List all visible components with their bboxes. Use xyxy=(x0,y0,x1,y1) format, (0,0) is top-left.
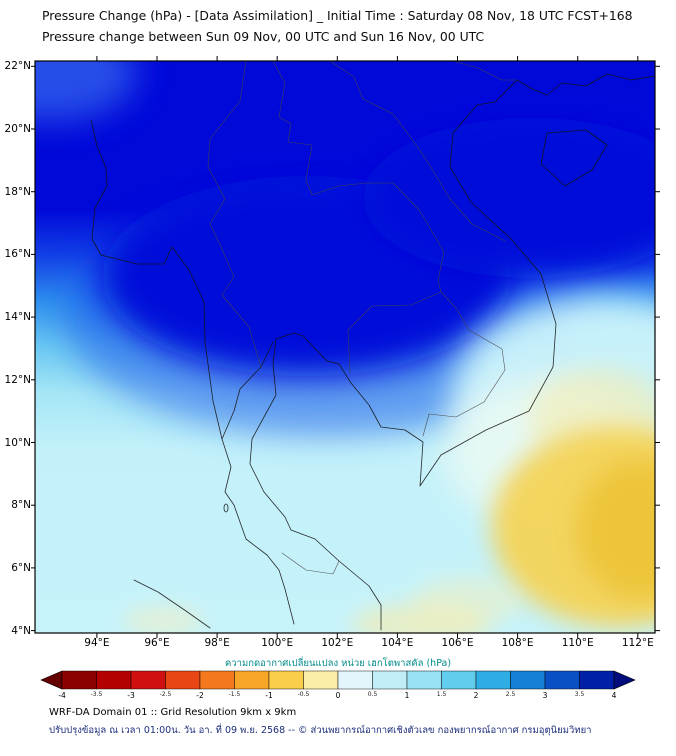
coastline-west-peninsula xyxy=(221,341,295,625)
coastline-sumatra xyxy=(133,579,211,629)
colorbar-segment xyxy=(234,670,270,690)
colorbar-segment xyxy=(441,670,477,690)
colorbar-segment xyxy=(61,670,97,690)
x-axis-tick-label: 94°E xyxy=(84,637,110,649)
colorbar-tick-labels: -4 -3.5 -3 -2.5 -2 -1.5 -1 -0.5 0 0.5 1 1.5 2 2.5 3 3.5… xyxy=(38,691,638,703)
colorbar-segment xyxy=(510,670,546,690)
x-axis-tick-label: 98°E xyxy=(204,637,230,649)
x-axis-tick-label: 100°E xyxy=(261,637,294,649)
colorbar-tick-label: 1.5 xyxy=(436,691,447,698)
pressure-field xyxy=(35,61,655,633)
y-axis-tick-label: 16°N xyxy=(4,248,31,261)
colorbar-segment xyxy=(96,670,132,690)
colorbar-tick-label: -2.5 xyxy=(159,691,172,698)
page-title: Pressure Change (hPa) - [Data Assimilati… xyxy=(42,8,633,23)
x-axis-tick-label: 108°E xyxy=(501,637,534,649)
coastline-myanmar xyxy=(90,119,223,440)
border-thailand-laos xyxy=(278,116,445,293)
border-myanmar-thailand xyxy=(207,138,262,368)
colorbar-segment xyxy=(372,670,408,690)
colorbar-tick-label: 4 xyxy=(611,691,617,700)
colorbar-segment xyxy=(130,670,166,690)
x-axis-tick-label: 112°E xyxy=(621,637,654,649)
colorbar-tick-label: 3 xyxy=(542,691,548,700)
x-axis-tick-label: 110°E xyxy=(561,637,594,649)
y-axis-tick-label: 10°N xyxy=(4,436,31,449)
border-china-laos xyxy=(272,61,286,118)
colorbar-tick-label: -1 xyxy=(265,691,273,700)
colorbar-left-arrow xyxy=(40,670,63,690)
colorbar-tick-label: 2 xyxy=(473,691,479,700)
coastlines xyxy=(90,73,655,631)
country-borders xyxy=(207,61,518,575)
plot-border xyxy=(34,60,656,634)
border-china-myanmar xyxy=(209,61,247,140)
phuket-island xyxy=(223,503,229,513)
colorbar-tick-label: 3.5 xyxy=(574,691,585,698)
colorbar-segment xyxy=(303,670,339,690)
colorbar-segment xyxy=(406,670,442,690)
pale-yellow-patch-southwest xyxy=(123,607,203,633)
colorbar-segment xyxy=(268,670,304,690)
y-axis-tick-label: 14°N xyxy=(4,311,31,324)
colorbar-tick-label: -0.5 xyxy=(297,691,310,698)
x-axis-tick-label: 106°E xyxy=(441,637,474,649)
yellow-core-southeast xyxy=(576,459,655,599)
y-axis-tick-label: 18°N xyxy=(4,185,31,198)
x-axis-tick-label: 104°E xyxy=(381,637,414,649)
colorbar-segment xyxy=(165,670,201,690)
map-plot xyxy=(31,56,660,638)
y-axis-tick-label: 20°N xyxy=(4,123,31,135)
colorbar-tick-label: 0.5 xyxy=(367,691,378,698)
axis-ticks xyxy=(31,56,660,638)
colorbar-segment xyxy=(475,670,511,690)
x-axis-tick-label: 102°E xyxy=(321,637,354,649)
y-axis-tick-label: 4°N xyxy=(11,624,31,637)
colorbar-segment xyxy=(199,670,235,690)
footer-domain-info: WRF-DA Domain 01 :: Grid Resolution 9km … xyxy=(49,707,297,718)
lighter-blue-corner-northwest xyxy=(35,61,137,121)
border-cambodia-vietnam xyxy=(422,291,506,437)
footer-update-credit: ปรับปรุงข้อมูล ณ เวลา 01:00น. วัน อา. ที… xyxy=(49,725,592,736)
coastline-vietnam-gulf-peninsula xyxy=(249,79,557,631)
border-laos-vietnam xyxy=(329,61,506,242)
colorbar-tick-label: -4 xyxy=(58,691,66,700)
colorbar-right-arrow xyxy=(613,670,636,690)
colorbar-title: ความกดอากาศเปลี่ยนแปลง หน่วย เฮกโตพาสคัล… xyxy=(224,658,452,669)
colorbar-tick-label: -2 xyxy=(196,691,204,700)
coastline-hainan-island xyxy=(540,129,608,187)
x-axis-tick-label: 96°E xyxy=(144,637,170,649)
border-china-vietnam xyxy=(452,61,518,81)
x-axis: 94°E 96°E 98°E 100°E 102°E 104°E 106°E 108°E 110… xyxy=(35,637,655,651)
y-axis-tick-label: 22°N xyxy=(4,60,31,73)
border-thailand-malaysia xyxy=(281,552,340,575)
colorbar-segment xyxy=(544,670,580,690)
colorbar-segment xyxy=(337,670,373,690)
colorbar xyxy=(40,670,636,690)
border-thailand-cambodia xyxy=(347,291,442,374)
colorbar-tick-label: -1.5 xyxy=(228,691,241,698)
y-axis: 22°N 20°N 18°N 16°N 14°N 12°N 10°N 8°N 6°N 4°N xyxy=(2,60,33,636)
y-axis-tick-label: 8°N xyxy=(11,499,31,512)
colorbar-segment xyxy=(579,670,615,690)
y-axis-tick-label: 6°N xyxy=(11,561,31,574)
y-axis-tick-label: 12°N xyxy=(4,373,31,386)
colorbar-tick-label: 1 xyxy=(404,691,410,700)
colorbar-tick-label: 2.5 xyxy=(505,691,516,698)
page-subtitle: Pressure change between Sun 09 Nov, 00 U… xyxy=(42,29,485,44)
colorbar-tick-label: -3.5 xyxy=(90,691,103,698)
colorbar-tick-label: 0 xyxy=(335,691,341,700)
pale-yellow-patch-south-2 xyxy=(412,577,522,625)
colorbar-tick-label: -3 xyxy=(127,691,135,700)
coastline-south-china xyxy=(516,73,655,96)
